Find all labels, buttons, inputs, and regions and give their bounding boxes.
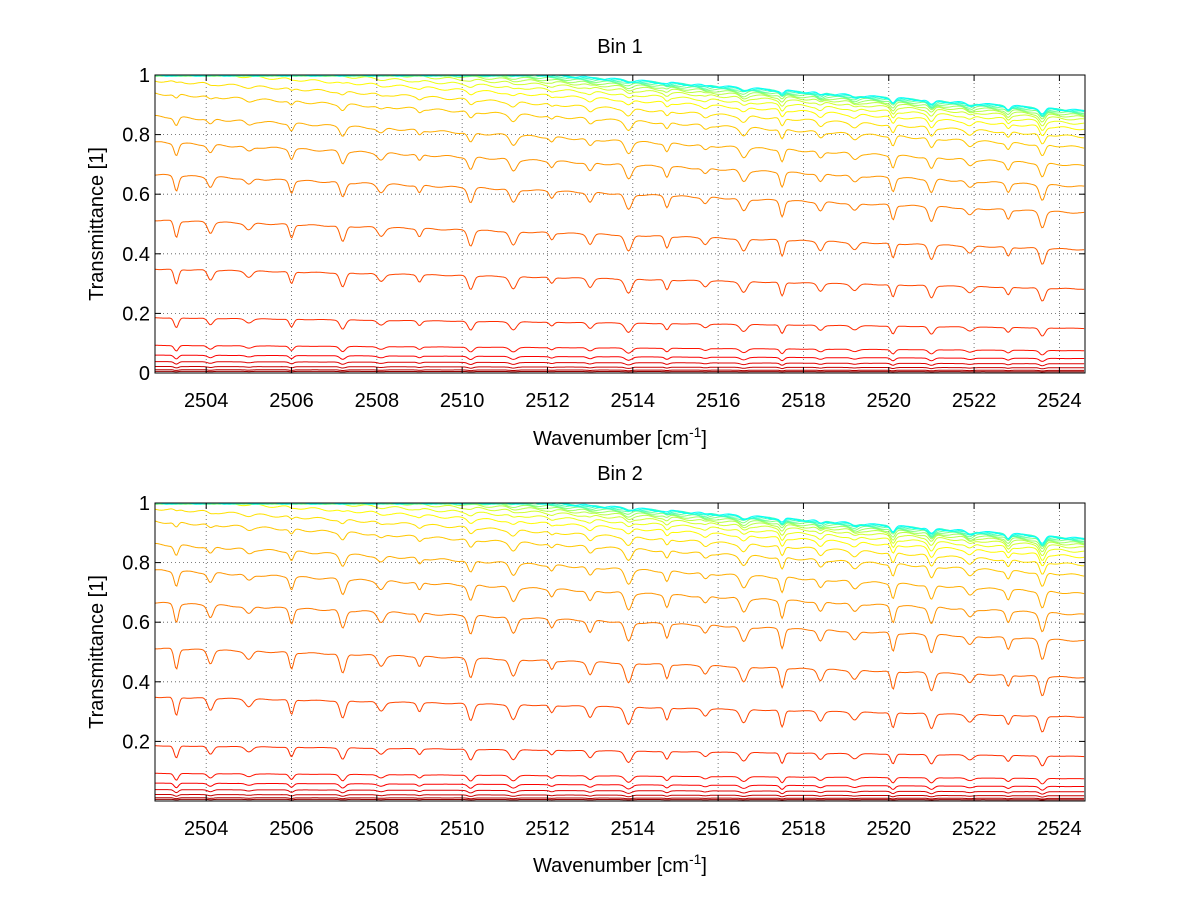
transmittance-curve (155, 647, 1085, 697)
x-tick-label: 2518 (781, 390, 826, 412)
x-tick-label: 2524 (1037, 818, 1082, 840)
transmittance-curve (154, 141, 1085, 201)
chart-title: Bin 1 (597, 36, 643, 58)
transmittance-curve (155, 219, 1085, 265)
x-axis-label-main: Wavenumber [cm (533, 855, 689, 877)
grid (155, 502, 1085, 801)
transmittance-curve (154, 173, 1085, 229)
transmittance-curve (155, 794, 1085, 798)
transmittance-curve (155, 502, 1085, 567)
transmittance-curve (155, 772, 1085, 785)
x-tick-label: 2510 (440, 390, 485, 412)
transmittance-curve (155, 354, 1085, 362)
x-tick-label: 2506 (269, 390, 314, 412)
y-tick-label: 0.4 (122, 244, 150, 266)
x-tick-label: 2508 (355, 390, 400, 412)
y-tick-label: 1 (139, 65, 150, 87)
x-axis-label-superscript: -1 (689, 851, 702, 867)
x-axis-label-end: ] (701, 855, 707, 877)
x-axis-label-end: ] (701, 428, 707, 450)
y-tick-label: 0 (139, 363, 150, 385)
x-tick-label: 2516 (696, 390, 741, 412)
y-axis-label: Transmittance [1] (86, 147, 108, 301)
x-tick-label: 2504 (184, 818, 229, 840)
transmittance-curve (155, 797, 1085, 800)
y-tick-label: 0.2 (122, 731, 150, 753)
transmittance-curve (155, 361, 1085, 367)
x-tick-label: 2520 (867, 818, 912, 840)
x-tick-label: 2512 (525, 390, 570, 412)
chart-title: Bin 2 (597, 463, 643, 485)
transmittance-curve (154, 508, 1085, 575)
x-tick-label: 2518 (781, 818, 826, 840)
x-tick-label: 2514 (611, 390, 656, 412)
y-axis-label: Transmittance [1] (86, 575, 108, 729)
x-tick-label: 2508 (355, 818, 400, 840)
x-axis-label: Wavenumber [cm-1] (533, 851, 707, 877)
transmittance-curve (154, 114, 1085, 178)
x-tick-label: 2504 (184, 390, 229, 412)
x-tick-label: 2522 (952, 818, 997, 840)
transmittance-curve (154, 542, 1085, 609)
transmittance-curve (154, 80, 1085, 145)
x-axis-label: Wavenumber [cm-1] (533, 424, 707, 450)
y-tick-label: 0.4 (122, 672, 150, 694)
x-tick-label: 2510 (440, 818, 485, 840)
x-tick-label: 2520 (867, 390, 912, 412)
transmittance-curve (155, 369, 1085, 372)
x-axis-label-superscript: -1 (689, 424, 702, 440)
transmittance-curve (155, 366, 1085, 370)
transmittance-curve (154, 696, 1085, 733)
transmittance-curve (155, 502, 1085, 544)
transmittance-curve (155, 789, 1085, 795)
transmittance-curve (154, 317, 1085, 337)
transmittance-curve (154, 92, 1085, 157)
transmittance-curve (155, 344, 1085, 356)
transmittance-curve (154, 745, 1085, 767)
x-axis-label-main: Wavenumber [cm (533, 428, 689, 450)
transmittance-curve (155, 74, 1085, 137)
x-tick-label: 2522 (952, 390, 997, 412)
axes-box (154, 74, 1086, 374)
y-tick-label: 0.8 (122, 125, 150, 147)
transmittance-curve (154, 601, 1085, 660)
x-tick-label: 2514 (611, 818, 656, 840)
plot-panel-bin-2: 2504 2506 2508 2510 2512 2514 2516 2518 2520 2522… (86, 463, 1086, 877)
y-tick-label: 0.6 (122, 184, 150, 206)
x-tick-label: 2512 (525, 818, 570, 840)
transmittance-curve (154, 268, 1085, 302)
transmittance-curve (155, 74, 1085, 115)
x-tick-label: 2524 (1037, 390, 1082, 412)
axes-box (154, 502, 1086, 802)
x-tick-label: 2506 (269, 818, 314, 840)
plot-panel-bin-1: 2504 2506 2508 2510 2512 2514 2516 2518 2520 2522… (86, 36, 1086, 450)
transmittance-curve (154, 520, 1085, 587)
transmittance-curve (154, 569, 1085, 633)
y-tick-label: 0.6 (122, 612, 150, 634)
transmittance-curve (155, 782, 1085, 791)
transmittance-curve (155, 370, 1085, 373)
y-tick-label: 0.2 (122, 303, 150, 325)
transmittance-curve (155, 798, 1085, 801)
x-tick-label: 2516 (696, 818, 741, 840)
ticks: 2504 2506 2508 2510 2512 2514 2516 2518 2520 2522… (122, 493, 1085, 840)
y-tick-label: 0.8 (122, 553, 150, 575)
y-tick-label: 1 (139, 493, 150, 515)
ticks: 2504 2506 2508 2510 2512 2514 2516 2518 2520 2522… (122, 65, 1085, 412)
